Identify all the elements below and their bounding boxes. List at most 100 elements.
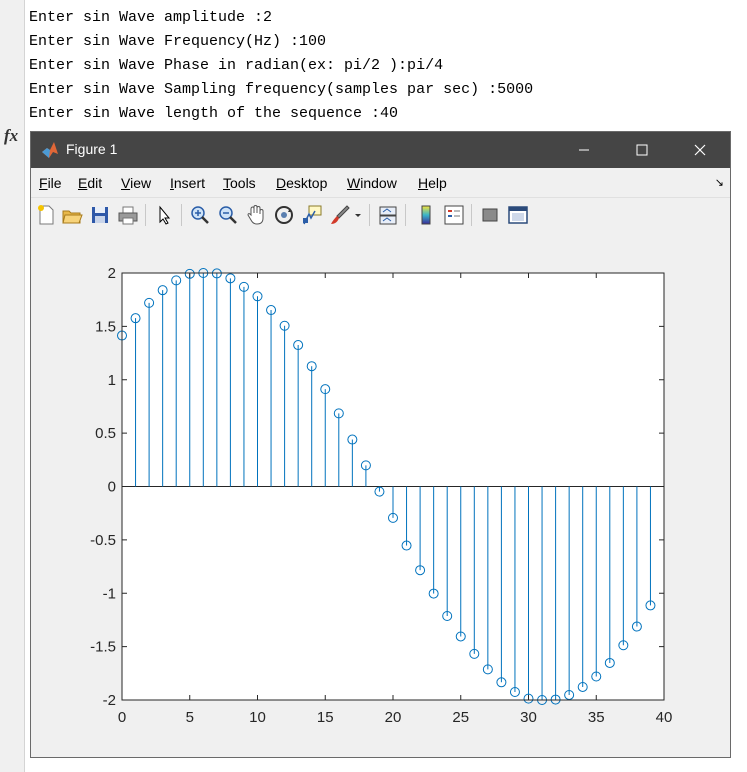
x-tick-label: 35 (588, 709, 605, 726)
show-plot-tools-button[interactable] (507, 204, 529, 226)
select-arrow-icon (159, 205, 171, 225)
command-window-gutter (0, 0, 25, 772)
figure-toolbar (31, 197, 730, 233)
pan-hand-icon (247, 204, 264, 225)
stem-marker (320, 384, 331, 395)
open-file-button[interactable] (61, 204, 83, 226)
console-line: Enter sin Wave Sampling frequency(sample… (29, 81, 534, 98)
y-tick-label: -2 (103, 692, 116, 709)
menu-insert[interactable]: Insert (170, 175, 206, 191)
save-button[interactable] (89, 204, 111, 226)
y-tick-label: 0.5 (95, 425, 116, 442)
show-plot-tools-icon (508, 206, 528, 224)
figure-window: Figure 1 File Edit View Insert Tools Des… (30, 131, 731, 758)
menu-help[interactable]: Help (418, 175, 447, 191)
stem-marker (618, 640, 629, 651)
y-tick-label: -1.5 (90, 639, 116, 656)
brush-button[interactable] (329, 204, 351, 226)
stem-marker (293, 340, 304, 351)
print-button[interactable] (117, 204, 139, 226)
stem-marker (157, 285, 168, 296)
stem-marker (455, 631, 466, 642)
close-button[interactable] (677, 132, 723, 168)
x-tick-label: 15 (317, 709, 334, 726)
menu-desktop[interactable]: Desktop (276, 175, 328, 191)
menu-edit[interactable]: Edit (78, 175, 103, 191)
hide-plot-tools-button[interactable] (479, 204, 501, 226)
legend-icon (444, 205, 464, 225)
colorbar-button[interactable] (415, 204, 437, 226)
zoom-in-button[interactable] (189, 204, 211, 226)
zoom-out-icon (219, 206, 237, 224)
stem-marker (645, 600, 656, 611)
figure-title: Figure 1 (66, 141, 118, 157)
console-line: Enter sin Wave length of the sequence :4… (29, 105, 399, 122)
stem-marker (482, 664, 493, 675)
zoom-in-icon (191, 206, 209, 224)
brush-icon (331, 205, 350, 224)
stem-marker (279, 320, 290, 331)
menu-window[interactable]: Window (347, 175, 397, 191)
stem-marker (604, 657, 615, 668)
close-icon (694, 144, 706, 156)
stem-marker (428, 588, 439, 599)
maximize-button[interactable] (619, 132, 665, 168)
colorbar-icon (421, 205, 431, 225)
stem-marker (238, 281, 249, 292)
new-figure-button[interactable] (35, 204, 57, 226)
menu-file[interactable]: File (39, 175, 62, 191)
stem-marker (252, 291, 263, 302)
figure-titlebar[interactable]: Figure 1 (31, 132, 730, 168)
y-tick-label: 0 (108, 479, 116, 496)
x-tick-label: 30 (520, 709, 537, 726)
menu-view[interactable]: View (121, 175, 152, 191)
console-line: Enter sin Wave Frequency(Hz) :100 (29, 33, 327, 50)
command-window-output: Enter sin Wave amplitude :2 Enter sin Wa… (29, 6, 729, 126)
menu-tools[interactable]: Tools (223, 175, 256, 191)
stem-marker (374, 486, 385, 497)
stem-marker (631, 621, 642, 632)
maximize-icon (636, 144, 648, 156)
stem-marker (523, 693, 534, 704)
x-tick-label: 25 (452, 709, 469, 726)
stem-marker (171, 275, 182, 286)
stem-marker (333, 408, 344, 419)
y-tick-label: 1 (108, 372, 116, 389)
fx-prompt-icon[interactable]: fx (4, 126, 19, 145)
stem-chart[interactable]: 0 5 10 15 20 25 30 35 40 2 1.5 1 0.5 0 -0.5 -1 -1.5 -2 (31, 232, 730, 757)
stem-marker (306, 361, 317, 372)
rotate-3d-button[interactable] (273, 204, 295, 226)
stem-marker (184, 268, 195, 279)
y-tick-label: 1.5 (95, 318, 116, 335)
data-cursor-button[interactable] (301, 204, 323, 226)
stem-marker (509, 686, 520, 697)
console-line: Enter sin Wave amplitude :2 (29, 9, 273, 26)
link-plot-button[interactable] (377, 204, 399, 226)
stem-marker (564, 689, 575, 700)
plot-area: 0 5 10 15 20 25 30 35 40 2 1.5 1 0.5 0 -0.5 -1 -1.5 -2 (31, 232, 730, 757)
zoom-out-button[interactable] (217, 204, 239, 226)
hide-plot-tools-icon (482, 208, 498, 222)
stem-marker (401, 540, 412, 551)
x-tick-label: 40 (656, 709, 673, 726)
open-file-icon (62, 210, 83, 224)
rotate-3d-icon (275, 206, 293, 224)
stem-marker (442, 610, 453, 621)
stem-marker (577, 681, 588, 692)
select-arrow-button[interactable] (153, 204, 175, 226)
brush-dropdown-button[interactable] (353, 204, 363, 226)
data-cursor-icon (303, 205, 322, 225)
stem-marker (130, 313, 141, 324)
minimize-button[interactable] (561, 132, 607, 168)
stem-marker (591, 671, 602, 682)
figure-menubar: File Edit View Insert Tools Desktop Wind… (31, 168, 730, 196)
x-tick-label: 20 (385, 709, 402, 726)
pan-button[interactable] (245, 204, 267, 226)
toolbar-dock-arrow-icon[interactable]: ↘ (714, 177, 724, 189)
console-line: Enter sin Wave Phase in radian(ex: pi/2 … (29, 57, 444, 74)
y-tick-label: -1 (103, 585, 116, 602)
legend-button[interactable] (443, 204, 465, 226)
brush-dropdown-icon (355, 214, 361, 217)
stem-marker (496, 677, 507, 688)
stem-marker (266, 305, 277, 316)
